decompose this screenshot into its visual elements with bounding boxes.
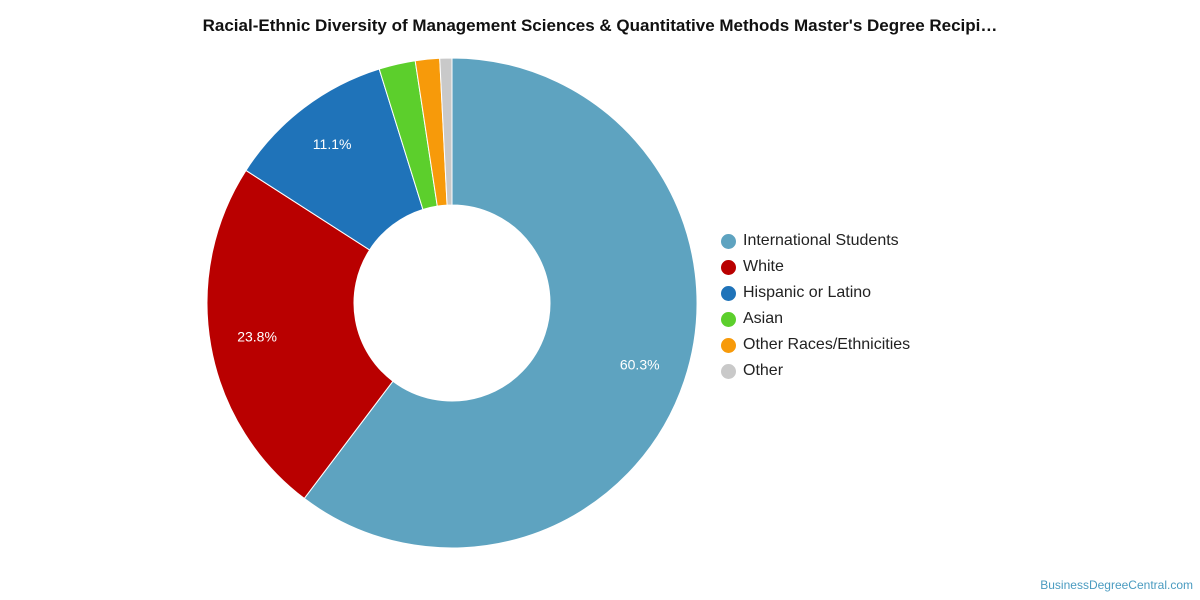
legend-item-other[interactable]: Other — [721, 358, 910, 384]
chart-legend: International Students White Hispanic or L… — [721, 228, 910, 384]
legend-label: Other — [743, 362, 784, 379]
legend-item-international-students[interactable]: International Students — [721, 228, 910, 254]
legend-label: White — [743, 258, 784, 275]
legend-label: Hispanic or Latino — [743, 284, 872, 301]
data-label-hispanic-or-latino: 11.1% — [313, 136, 352, 152]
legend-swatch — [721, 311, 736, 327]
chart-title: Racial-Ethnic Diversity of Management Sc… — [202, 16, 998, 35]
slice-other[interactable] — [439, 57, 453, 206]
legend-item-white[interactable]: White — [721, 254, 910, 280]
data-label-international-students: 60.3% — [620, 357, 660, 373]
legend-swatch — [721, 363, 736, 379]
legend-item-hispanic-or-latino[interactable]: Hispanic or Latino — [721, 280, 910, 306]
data-label-white: 23.8% — [237, 328, 277, 344]
source-credit[interactable]: BusinessDegreeCentral.com — [1040, 578, 1193, 592]
legend-label: Asian — [743, 310, 784, 327]
slice-hispanic-or-latino[interactable] — [245, 68, 424, 251]
legend-swatch — [721, 337, 736, 353]
slice-international-students[interactable] — [303, 57, 698, 549]
legend-swatch — [721, 233, 736, 249]
legend-label: International Students — [743, 232, 899, 249]
legend-swatch — [721, 259, 736, 275]
legend-item-other-races-ethnicities[interactable]: Other Races/Ethnicities — [721, 332, 910, 358]
legend-swatch — [721, 285, 736, 301]
slice-white[interactable] — [206, 169, 394, 500]
legend-item-asian[interactable]: Asian — [721, 306, 910, 332]
legend-label: Other Races/Ethnicities — [743, 336, 911, 353]
